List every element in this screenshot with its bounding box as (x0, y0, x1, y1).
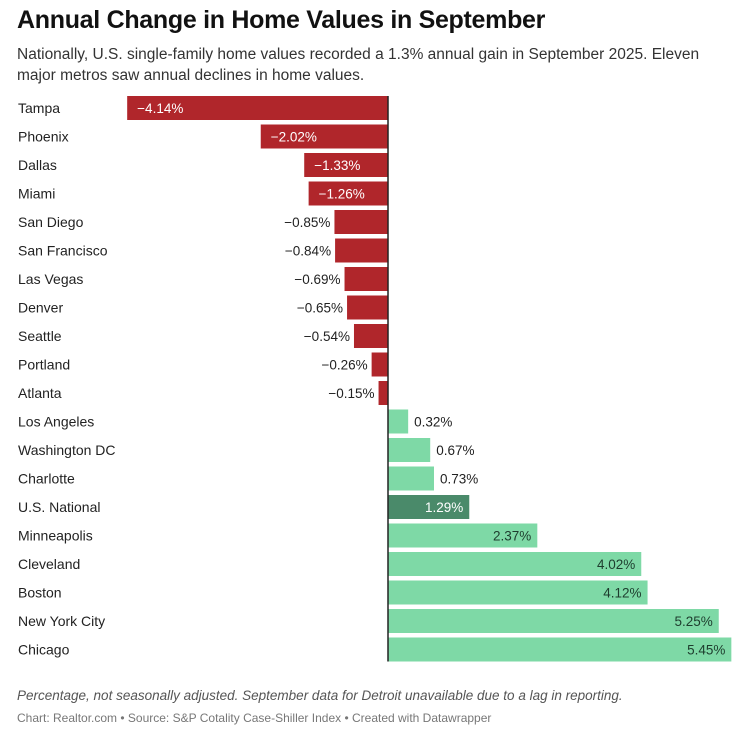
bar-dallas (304, 153, 388, 177)
value-label: 0.67% (436, 443, 474, 458)
value-label: −2.02% (271, 130, 317, 145)
value-label: 0.73% (440, 472, 478, 487)
category-label: Dallas (18, 157, 57, 173)
bar-boston (388, 580, 648, 605)
category-label: Boston (18, 585, 62, 601)
bar-washington-dc (388, 438, 431, 462)
value-label: −0.69% (294, 272, 340, 287)
value-label: −1.33% (314, 158, 360, 173)
category-label: San Diego (18, 214, 84, 230)
category-label: Seattle (18, 328, 62, 344)
category-label: Charlotte (18, 471, 75, 487)
bar-miami (308, 181, 388, 206)
bar-seattle (353, 324, 388, 348)
bar-portland (371, 352, 388, 377)
bar-charlotte (388, 466, 434, 491)
bar-atlanta (378, 381, 388, 405)
category-label: Los Angeles (18, 414, 94, 430)
bar-tampa (127, 96, 389, 120)
value-label: −0.65% (297, 301, 343, 316)
chart-title: Annual Change in Home Values in Septembe… (17, 6, 546, 34)
bar-denver (347, 295, 388, 320)
value-label: −0.54% (304, 329, 350, 344)
value-label: 5.25% (674, 614, 712, 629)
value-label: −0.15% (328, 386, 374, 401)
category-label: Miami (18, 186, 55, 202)
value-label: 5.45% (687, 643, 725, 658)
bar-los-angeles (388, 409, 409, 434)
category-label: Atlanta (18, 385, 62, 401)
bar-chicago (388, 637, 732, 662)
category-label: Phoenix (18, 129, 69, 145)
category-label: U.S. National (18, 499, 100, 515)
chart-subtitle: Nationally, U.S. single-family home valu… (17, 46, 700, 84)
value-label: 0.32% (414, 415, 452, 430)
bar-new-york-city (388, 609, 719, 633)
value-label: 4.12% (603, 586, 641, 601)
category-label: Washington DC (18, 442, 116, 458)
value-label: 2.37% (493, 529, 531, 544)
bar-san-francisco (335, 238, 388, 263)
chart-source: Chart: Realtor.com • Source: S&P Cotalit… (17, 711, 492, 725)
bar-u-s-national (388, 495, 470, 519)
category-label: Tampa (18, 100, 60, 116)
category-label: Denver (18, 300, 63, 316)
value-label: −0.84% (285, 244, 331, 259)
bar-phoenix (260, 124, 388, 149)
category-label: Chicago (18, 642, 70, 658)
value-label: −4.14% (137, 101, 183, 116)
category-label: San Francisco (18, 243, 108, 259)
category-label: Las Vegas (18, 271, 83, 287)
category-label: New York City (18, 613, 105, 629)
category-label: Portland (18, 357, 70, 373)
value-label: −0.85% (284, 215, 330, 230)
bar-cleveland (388, 552, 642, 576)
bar-san-diego (334, 210, 388, 234)
value-label: −1.26% (319, 187, 365, 202)
value-label: 4.02% (597, 557, 635, 572)
category-label: Cleveland (18, 556, 80, 572)
value-label: 1.29% (425, 500, 463, 515)
bar-las-vegas (344, 267, 388, 291)
category-label: Minneapolis (18, 528, 93, 544)
chart-notes: Percentage, not seasonally adjusted. Sep… (17, 688, 623, 703)
value-label: −0.26% (321, 358, 367, 373)
bar-minneapolis (388, 523, 538, 548)
